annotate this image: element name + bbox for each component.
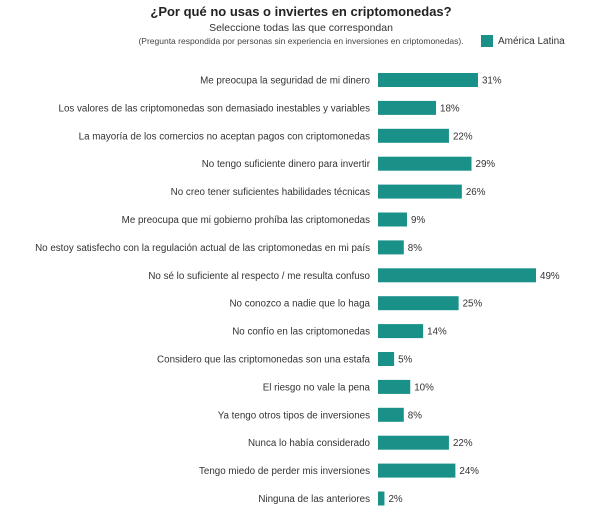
value-label: 49% [540,271,560,282]
bar [378,352,395,366]
legend: América Latina [481,35,565,47]
bar [378,379,411,394]
category-label: No estoy satisfecho con la regulación ac… [35,243,370,254]
bar [378,156,472,171]
category-label: No confío en las criptomonedas [232,327,370,338]
legend-swatch [481,35,493,47]
bar [378,73,478,87]
category-label: Ya tengo otros tipos de inversiones [218,410,370,421]
value-label: 5% [398,355,412,366]
category-label: No conozco a nadie que lo haga [229,299,370,310]
value-label: 2% [388,494,402,505]
value-label: 8% [408,243,422,254]
value-label: 18% [440,103,460,114]
chart-title: ¿Por qué no usas o inviertes en criptomo… [150,4,452,19]
value-label: 8% [408,410,422,421]
category-label: Me preocupa la seguridad de mi dinero [200,76,370,87]
category-label: No sé lo suficiente al respecto / me res… [148,271,370,282]
bar [378,463,456,478]
category-label: Tengo miedo de perder mis inversiones [199,466,370,477]
bar [378,407,404,422]
bar [378,296,459,311]
value-label: 10% [414,382,434,393]
category-label: No creo tener suficientes habilidades té… [171,187,370,198]
bar [378,491,385,506]
value-label: 31% [482,76,502,87]
value-label: 24% [459,466,479,477]
category-label: Ninguna de las anteriores [258,494,370,505]
value-label: 26% [466,187,486,198]
value-label: 9% [411,215,425,226]
category-label: Me preocupa que mi gobierno prohíba las … [122,215,370,226]
bar [378,240,404,255]
bar [378,128,449,143]
chart-note: (Pregunta respondida por personas sin ex… [138,36,464,46]
category-label: Los valores de las criptomonedas son dem… [59,103,371,114]
category-label: No tengo suficiente dinero para invertir [202,159,371,170]
bar [378,435,449,450]
bar [378,100,437,115]
category-label: Nunca lo había considerado [248,438,371,449]
category-label: Considero que las criptomonedas son una … [157,355,370,366]
category-label: El riesgo no vale la pena [263,382,371,393]
value-label: 22% [453,131,473,142]
chart-subtitle: Seleccione todas las que correspondan [209,22,393,34]
bar [378,212,408,227]
value-label: 22% [453,438,473,449]
category-label: La mayoría de los comercios no aceptan p… [79,131,370,142]
value-label: 29% [476,159,496,170]
bar [378,184,462,199]
bar [378,324,424,339]
legend-label: América Latina [498,35,565,47]
value-label: 25% [463,299,483,310]
bar [378,268,536,283]
value-label: 14% [427,327,447,338]
